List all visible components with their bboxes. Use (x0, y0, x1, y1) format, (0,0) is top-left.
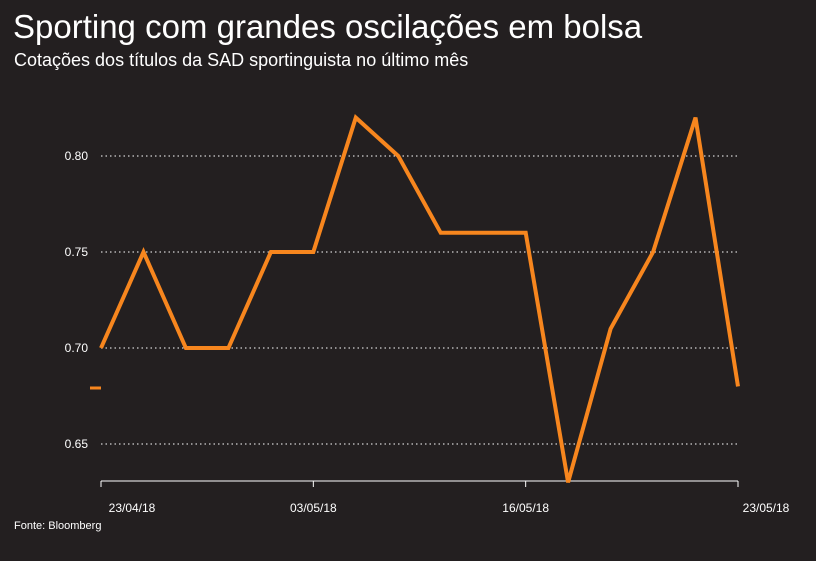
x-axis: 23/04/18 03/05/18 16/05/18 23/05/18 (100, 481, 790, 515)
x-tick-label: 03/05/18 (290, 501, 337, 515)
y-axis: 0.65 0.70 0.75 0.80 (65, 149, 89, 451)
source-note: Fonte: Bloomberg (14, 520, 102, 532)
chart-subtitle: Cotações dos títulos da SAD sportinguist… (14, 50, 469, 70)
grid-lines (101, 155, 738, 445)
y-tick-label: 0.70 (65, 341, 89, 355)
y-tick-label: 0.65 (65, 437, 89, 451)
x-tick-label: 23/05/18 (743, 501, 790, 515)
x-tick-label: 16/05/18 (502, 501, 549, 515)
series-line (99, 114, 740, 483)
x-tick-label: 23/04/18 (109, 501, 156, 515)
chart-title: Sporting com grandes oscilações em bolsa (13, 8, 643, 45)
y-tick-label: 0.80 (65, 149, 89, 163)
y-tick-label: 0.75 (65, 245, 89, 259)
